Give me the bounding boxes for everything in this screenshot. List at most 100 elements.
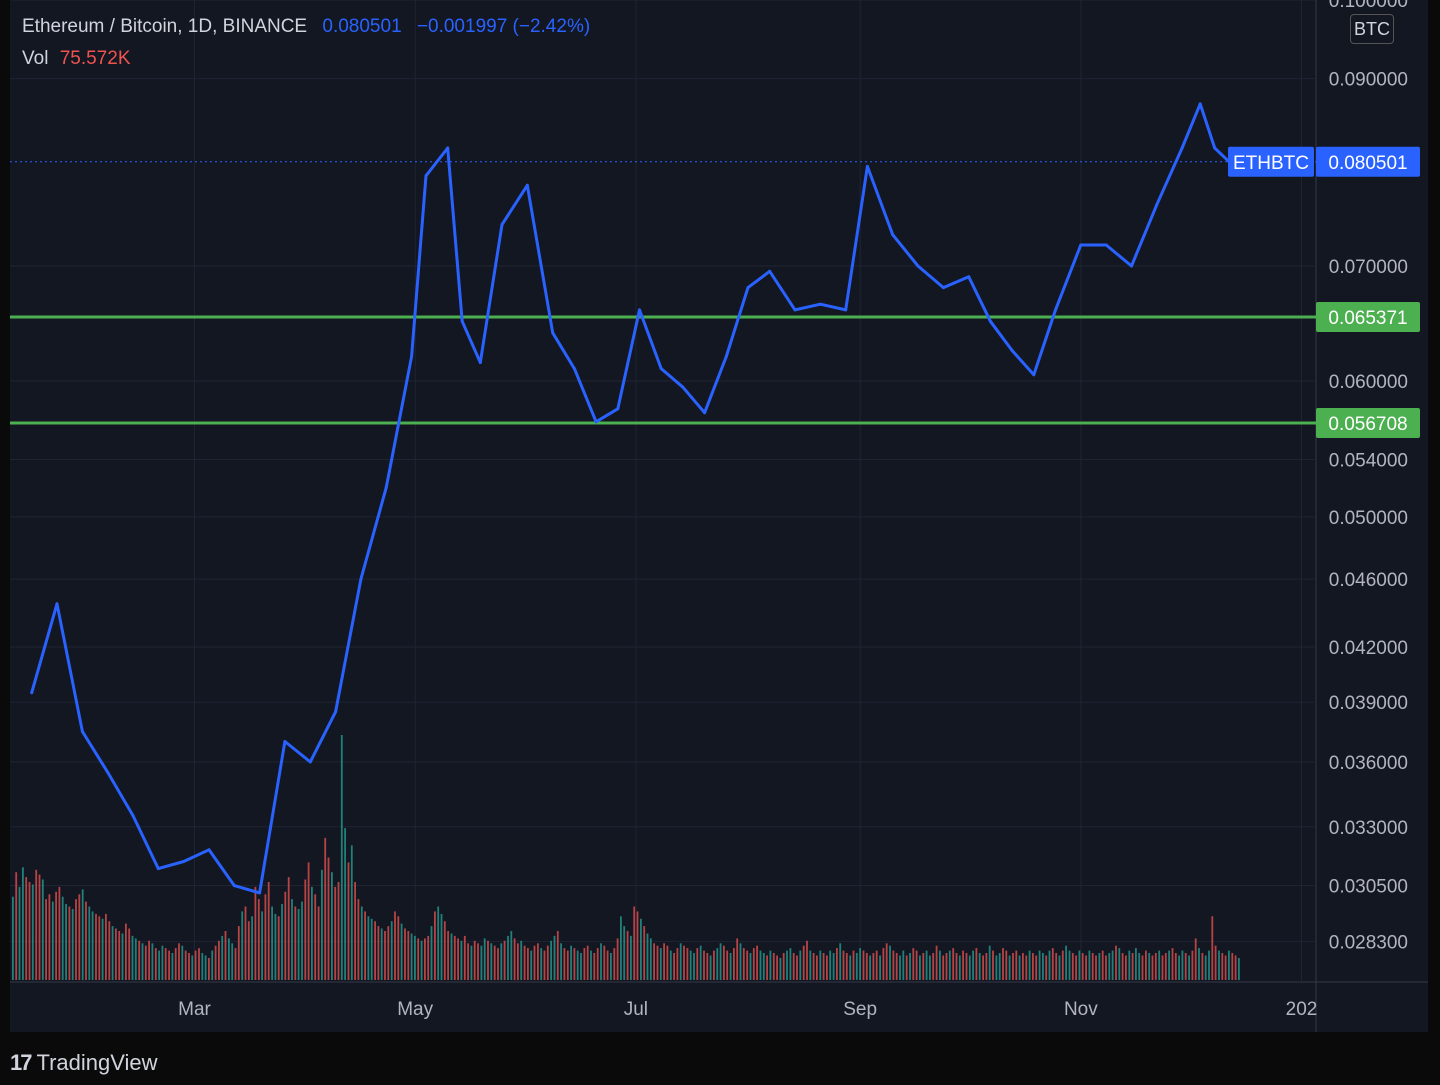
tradingview-mark-icon: 17: [10, 1050, 33, 1075]
volume-bar: [357, 899, 360, 980]
volume-bar: [360, 906, 363, 980]
volume-bar: [942, 955, 945, 980]
volume-bar: [686, 948, 689, 980]
volume-bar: [822, 953, 825, 980]
price-point: [551, 331, 555, 335]
price-point: [967, 275, 971, 279]
volume-bar: [297, 909, 300, 980]
volume-bar: [321, 869, 323, 981]
price-point: [1213, 146, 1217, 150]
volume-bar: [1148, 953, 1151, 980]
volume-bar: [925, 950, 928, 980]
volume-bar: [968, 955, 971, 980]
price-point: [410, 355, 414, 358]
volume-bar: [387, 926, 390, 980]
volume-bar: [277, 916, 280, 980]
volume-bar: [414, 935, 416, 980]
volume-bar: [669, 950, 672, 980]
volume-bar: [889, 945, 891, 980]
price-point: [232, 884, 236, 888]
volume-bar: [188, 953, 190, 980]
y-tick-label: 0.090000: [1329, 70, 1408, 91]
volume-bar: [796, 955, 798, 980]
symbol-header[interactable]: Ethereum / Bitcoin, 1D, BINANCE 0.080501…: [22, 16, 590, 38]
volume-bar: [1081, 953, 1084, 980]
volume-bar: [211, 950, 214, 980]
volume-bar: [656, 945, 659, 980]
volume-bar: [772, 953, 775, 980]
volume-bar: [719, 943, 722, 981]
volume-bar: [583, 948, 586, 980]
volume-bar: [653, 943, 655, 981]
volume-bar: [1211, 916, 1214, 980]
volume-bar: [244, 906, 247, 980]
volume-bar: [553, 935, 556, 980]
volume-bar: [663, 943, 665, 981]
price-point: [308, 760, 312, 764]
volume-bar: [98, 916, 101, 980]
volume-bar: [108, 921, 111, 980]
volume-bar: [407, 931, 410, 980]
volume-bar: [1145, 950, 1147, 980]
volume-header[interactable]: Vol 75.572K: [22, 48, 131, 70]
volume-bar: [178, 943, 180, 981]
volume-bar: [171, 953, 174, 980]
volume-bar: [1038, 950, 1041, 980]
volume-bar: [317, 906, 320, 980]
volume-bar: [845, 953, 848, 980]
volume-bar: [1035, 955, 1038, 980]
volume-bar: [739, 943, 742, 981]
volume-bar: [586, 945, 589, 980]
volume-bar: [939, 950, 941, 980]
volume-bar: [1111, 950, 1114, 980]
currency-badge[interactable]: BTC: [1350, 14, 1394, 44]
volume-bar: [802, 945, 805, 980]
volume-bar: [467, 943, 469, 981]
volume-bar: [596, 948, 599, 980]
price-point: [460, 319, 464, 323]
volume-bar: [633, 906, 636, 980]
volume-bar: [404, 928, 406, 980]
volume-bar: [849, 955, 852, 980]
volume-bar: [218, 940, 220, 980]
header-price: 0.080501: [322, 16, 402, 37]
volume-bar: [1194, 938, 1197, 981]
volume-bar: [626, 931, 629, 980]
volume-bar: [716, 948, 719, 980]
volume-bar: [354, 882, 356, 980]
support-line-label: 0.065371: [1328, 308, 1407, 329]
price-point: [131, 814, 135, 818]
volume-bar: [1128, 950, 1131, 980]
volume-bar: [201, 953, 204, 980]
volume-bar: [975, 948, 978, 980]
volume-bar: [125, 923, 127, 980]
volume-bar: [168, 950, 170, 980]
volume-bar: [932, 953, 935, 980]
volume-bar: [620, 916, 622, 980]
volume-bar: [164, 948, 167, 980]
volume-bar: [58, 886, 61, 980]
volume-bar: [374, 921, 376, 980]
volume-bar: [274, 913, 277, 981]
volume-bar: [812, 953, 815, 980]
last-price-label-bg: [1316, 146, 1420, 177]
price-point: [424, 174, 428, 178]
last-price-label: 0.080501: [1328, 153, 1407, 174]
volume-bar: [723, 945, 725, 980]
volume-bar: [1178, 955, 1180, 980]
volume-bar: [1135, 948, 1137, 980]
volume-bar: [546, 945, 549, 980]
volume-bar: [35, 869, 38, 981]
price-point: [1130, 264, 1133, 268]
volume-bar: [204, 955, 207, 980]
volume-bar: [384, 931, 386, 980]
volume-bar: [872, 953, 875, 980]
volume-bar: [1164, 953, 1167, 980]
volume-bar: [131, 935, 134, 980]
volume-bar: [1002, 948, 1004, 980]
volume-bar: [1018, 955, 1021, 980]
tradingview-logo[interactable]: 17 TradingView: [10, 1050, 158, 1076]
volume-bar: [919, 955, 921, 980]
volume-bar: [304, 879, 307, 980]
